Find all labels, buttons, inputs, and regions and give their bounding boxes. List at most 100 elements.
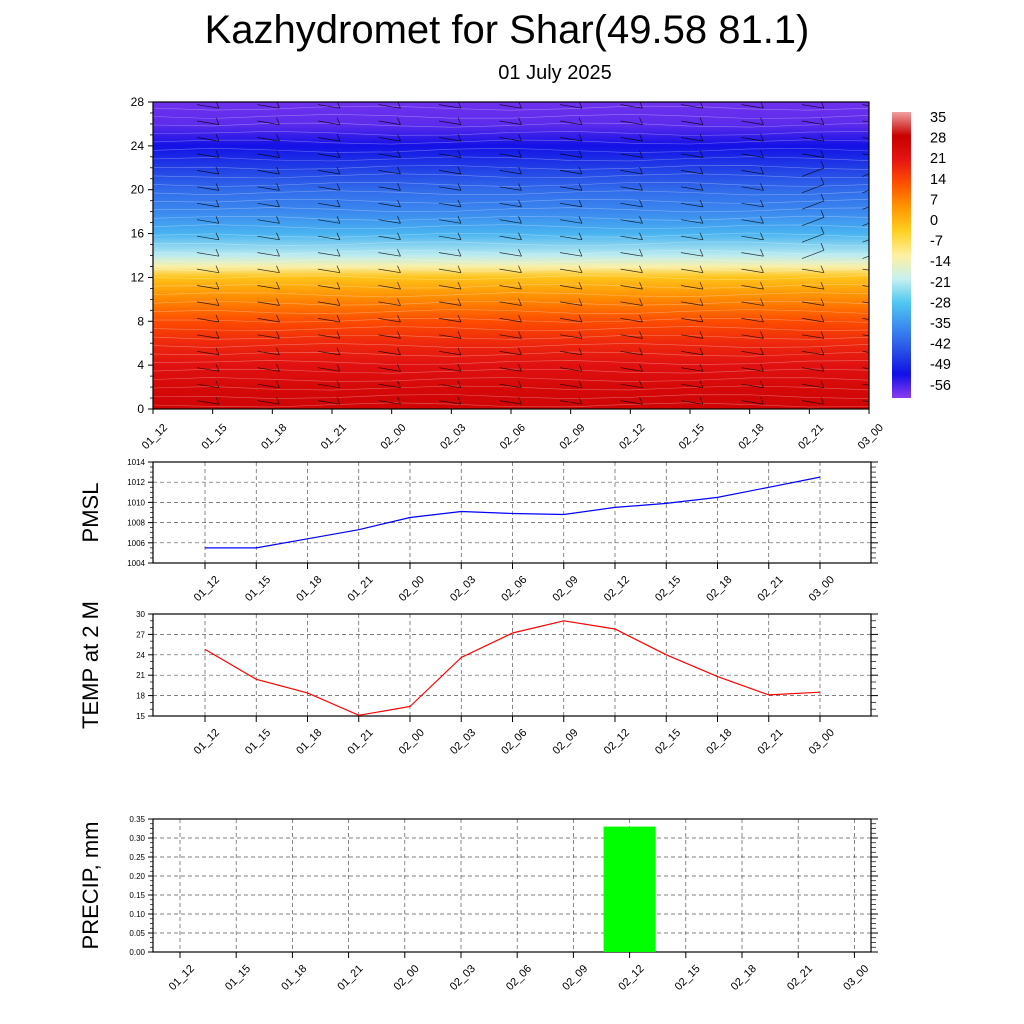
- x-tick-label: 02_21: [756, 574, 786, 604]
- y-tick-label: 0.25: [129, 853, 145, 862]
- wind-barb: [438, 133, 462, 142]
- wind-barb: [559, 166, 583, 175]
- isotherm-line: [153, 394, 869, 400]
- y-tick-label: 0: [137, 402, 144, 416]
- colorbar-label: 21: [930, 151, 946, 167]
- colorbar-label: -14: [930, 254, 951, 270]
- wind-barb: [801, 133, 825, 142]
- wind-barb: [680, 117, 704, 125]
- isotherm-line: [153, 300, 869, 306]
- wind-barb: [559, 133, 583, 142]
- wind-barb: [680, 199, 704, 208]
- wind-barb: [862, 120, 869, 123]
- isotherm-line: [153, 113, 869, 119]
- y-tick-label: 0.35: [129, 815, 145, 824]
- wind-barb: [257, 166, 280, 175]
- x-tick-label: 01_18: [279, 963, 309, 993]
- wind-barb: [196, 232, 220, 241]
- wind-barb: [862, 137, 869, 139]
- wind-barb: [378, 216, 401, 224]
- y-tick-label: 0.10: [129, 910, 145, 919]
- wind-barb: [499, 397, 522, 405]
- wind-barb: [680, 232, 704, 241]
- wind-barb: [196, 183, 220, 191]
- wind-barb: [438, 314, 462, 323]
- wind-barb: [680, 314, 704, 323]
- panel-frame: [152, 461, 872, 564]
- wind-barb: [862, 350, 869, 353]
- wind-barb: [862, 334, 869, 337]
- x-tick-label: 02_18: [704, 574, 734, 604]
- wind-barb: [196, 166, 220, 175]
- wind-barb: [620, 380, 643, 389]
- wind-barb: [680, 281, 704, 290]
- wind-barb: [499, 166, 522, 175]
- wind-barb: [317, 397, 341, 405]
- colorbar-label: 14: [930, 172, 946, 188]
- y-tick-label: 24: [136, 651, 145, 660]
- pmsl-series-line: [205, 476, 821, 549]
- wind-barb: [438, 150, 462, 158]
- wind-barb: [620, 314, 643, 323]
- wind-barb: [801, 210, 825, 227]
- x-tick-label: 02_18: [729, 963, 759, 993]
- wind-barb: [559, 183, 583, 191]
- wind-barb: [317, 199, 341, 208]
- x-tick-label: 01_21: [335, 963, 365, 993]
- wind-barb: [801, 281, 825, 290]
- isotherm-line: [153, 326, 869, 332]
- y-tick-label: 1014: [127, 458, 145, 467]
- wind-barb: [378, 314, 401, 323]
- wind-barb: [620, 183, 643, 191]
- wind-barb: [801, 226, 825, 243]
- wind-barb: [257, 199, 280, 208]
- wind-barb: [257, 347, 280, 356]
- wind-barb: [317, 216, 341, 224]
- wind-barb: [862, 383, 869, 386]
- wind-barb: [862, 301, 869, 304]
- x-tick-label: 02_15: [677, 422, 707, 452]
- wind-barb: [499, 249, 522, 257]
- wind-barb: [499, 133, 522, 142]
- isotherm-line: [153, 130, 869, 136]
- isotherm-line: [153, 105, 869, 111]
- y-tick-label: 18: [136, 692, 145, 701]
- wind-barb: [257, 397, 280, 405]
- wind-barb: [196, 249, 220, 257]
- wind-barb: [438, 298, 462, 306]
- wind-barb: [559, 380, 583, 389]
- x-tick-label: 02_15: [673, 963, 703, 993]
- x-tick-label: 01_12: [192, 727, 222, 757]
- x-tick-label: 01_21: [319, 422, 349, 452]
- wind-barb: [257, 331, 280, 339]
- wind-barb: [438, 331, 462, 339]
- x-tick-label: 03_00: [841, 963, 871, 993]
- wind-barb: [801, 117, 825, 125]
- y-tick-label: 8: [137, 314, 144, 328]
- wind-barb: [438, 380, 462, 389]
- x-tick-label: 02_12: [602, 574, 632, 604]
- x-tick-label: 02_15: [653, 727, 683, 757]
- wind-barb: [741, 249, 764, 257]
- heatmap-fill: [153, 102, 869, 409]
- colorbar-label: -56: [930, 378, 951, 394]
- wind-barb: [317, 117, 341, 125]
- chart-subtitle: 01 July 2025: [498, 62, 612, 84]
- x-tick-label: 02_09: [557, 422, 587, 452]
- wind-barb: [317, 166, 341, 175]
- wind-barb: [801, 177, 825, 194]
- wind-barb: [559, 397, 583, 405]
- wind-barb: [680, 298, 704, 306]
- wind-barb: [257, 265, 280, 274]
- isotherm-line: [153, 173, 869, 179]
- pmsl-chart-panel: 1004 1006 1008 1010 1012 1014 01_12 01_15 01_18 0…: [78, 458, 878, 604]
- wind-barb: [378, 347, 401, 356]
- wind-barb: [862, 239, 869, 243]
- wind-barb: [257, 314, 280, 323]
- wind-barb: [196, 117, 220, 125]
- wind-barb: [499, 232, 522, 241]
- isotherm-line: [153, 182, 869, 187]
- wind-barb: [559, 281, 583, 290]
- wind-barb: [499, 183, 522, 191]
- x-tick-label: 03_00: [807, 574, 837, 604]
